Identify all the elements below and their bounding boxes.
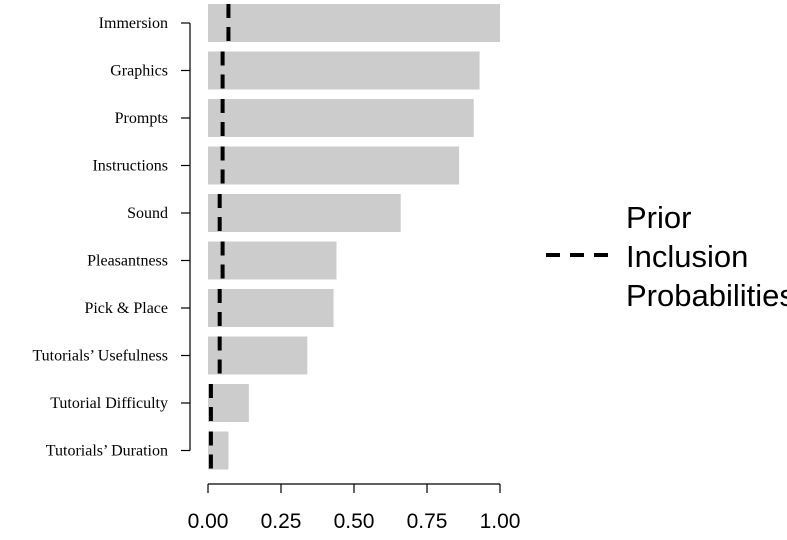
- bar: [208, 241, 337, 280]
- category-label: Immersion: [99, 15, 168, 32]
- bar: [208, 194, 401, 232]
- legend-label-line-3: Probabilities: [626, 278, 787, 313]
- legend: Prior Inclusion Probabilities: [546, 200, 787, 313]
- legend-label-line-2: Inclusion: [626, 239, 748, 274]
- bar: [208, 99, 474, 137]
- bar: [208, 289, 334, 327]
- x-tick-label: 1.00: [480, 510, 521, 533]
- x-axis: 0.00 0.25 0.50 0.75 1.00: [188, 483, 521, 533]
- x-tick-label: 0.25: [261, 510, 302, 533]
- y-axis: Immersion Graphics Prompts Instructions Soun…: [32, 15, 191, 460]
- bar: [208, 431, 229, 470]
- category-label: Sound: [127, 205, 168, 222]
- category-label: Instructions: [92, 158, 168, 175]
- prior-lines-group: [208, 4, 231, 470]
- category-label: Pleasantness: [87, 253, 168, 270]
- bar: [208, 146, 460, 185]
- bar: [208, 51, 480, 90]
- category-label: Prompts: [115, 110, 168, 127]
- x-tick-label: 0.50: [334, 510, 375, 533]
- x-tick-label: 0.75: [407, 510, 448, 533]
- category-label: Tutorial Difficulty: [50, 395, 168, 412]
- x-tick-label: 0.00: [188, 510, 229, 533]
- bars-group: [208, 4, 500, 470]
- category-label: Graphics: [110, 63, 168, 80]
- legend-label-line-1: Prior: [626, 200, 691, 235]
- category-label: Pick & Place: [84, 300, 168, 317]
- bar: [208, 384, 249, 422]
- category-label: Tutorials’ Duration: [46, 443, 168, 460]
- category-label: Tutorials’ Usefulness: [32, 348, 168, 365]
- bar: [208, 336, 308, 375]
- bar: [208, 4, 500, 42]
